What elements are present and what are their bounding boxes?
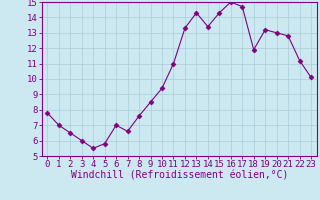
X-axis label: Windchill (Refroidissement éolien,°C): Windchill (Refroidissement éolien,°C) (70, 171, 288, 181)
